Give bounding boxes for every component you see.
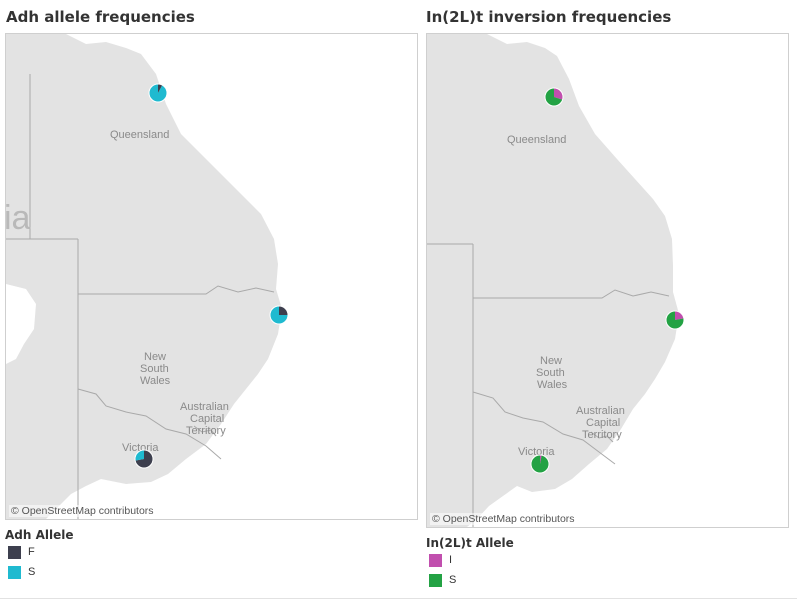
right-legend-title: In(2L)t Allele (426, 536, 514, 550)
state-border-qld-nsw (78, 285, 275, 295)
right-legend-label-s: S (449, 574, 457, 586)
left-map-title: Adh allele frequencies (6, 8, 195, 26)
left-map-attribution[interactable]: © OpenStreetMap contributors (9, 505, 156, 517)
australia-landmass (6, 34, 282, 519)
pie-outline (269, 305, 289, 325)
pie-slice-i[interactable] (675, 311, 684, 320)
pie-marker-victoria[interactable] (134, 449, 154, 469)
nsw-label-3: Wales (140, 375, 171, 387)
pie-slice-s[interactable] (134, 450, 144, 461)
left-legend-label-s: S (28, 566, 36, 578)
right-legend-swatch-s (429, 574, 442, 587)
pie-slice-i[interactable] (554, 88, 563, 100)
nsw-label-2: South (140, 363, 169, 375)
right-map-attribution[interactable]: © OpenStreetMap contributors (430, 513, 577, 525)
state-border-nsw-vic (77, 388, 222, 460)
pie-slice-s[interactable] (270, 306, 288, 324)
left-legend-swatch-s (8, 566, 21, 579)
pie-outline (530, 454, 550, 474)
adh-pie-markers (134, 83, 289, 469)
pie-slice-f[interactable] (135, 450, 153, 468)
victoria-label: Victoria (122, 442, 159, 454)
victoria-label: Victoria (518, 446, 555, 458)
pie-outline (544, 87, 564, 107)
bottom-divider (0, 598, 797, 599)
pie-slice-s[interactable] (531, 455, 550, 473)
state-border-qld-nsw (473, 289, 670, 299)
pie-slice-s[interactable] (149, 84, 168, 102)
state-border-nsw-vic (472, 391, 616, 465)
adh-map-canvas: ia Queensland New South Wales Australian… (6, 34, 289, 519)
pie-slice-f[interactable] (279, 306, 288, 315)
nsw-label-1: New (144, 351, 166, 363)
nsw-label-1: New (540, 355, 562, 367)
pie-slice-s[interactable] (545, 88, 563, 106)
left-legend-title: Adh Allele (5, 528, 74, 542)
nsw-label-3: Wales (537, 379, 568, 391)
pie-outline (134, 449, 154, 469)
pie-slice-s[interactable] (666, 311, 684, 329)
pie-marker-nsw-coast[interactable] (269, 305, 289, 325)
act-label-2: Capital (586, 417, 620, 429)
act-label-2: Capital (190, 413, 224, 425)
region-fragment-label: ia (6, 199, 31, 237)
state-border-act (590, 431, 614, 443)
pie-marker-victoria[interactable] (530, 454, 550, 474)
nsw-label-2: South (536, 367, 565, 379)
pie-marker-nsw-coast[interactable] (665, 310, 685, 330)
pie-outline (148, 83, 168, 103)
inversion-map[interactable]: Queensland New South Wales Australian Ca… (426, 33, 789, 528)
pie-marker-north-queensland[interactable] (544, 87, 564, 107)
left-legend-label-f: F (28, 546, 35, 558)
act-label-3: Territory (186, 425, 226, 437)
adh-map[interactable]: ia Queensland New South Wales Australian… (5, 33, 418, 520)
act-label-1: Australian (180, 401, 229, 413)
left-legend-swatch-f (8, 546, 21, 559)
inversion-map-canvas: Queensland New South Wales Australian Ca… (427, 34, 685, 527)
act-label-3: Territory (582, 429, 622, 441)
state-border-act (193, 425, 217, 437)
australia-landmass (427, 34, 679, 527)
pie-outline (665, 310, 685, 330)
right-legend-swatch-i (429, 554, 442, 567)
gulf-water (6, 284, 36, 364)
queensland-label: Queensland (507, 134, 566, 146)
pie-slice-i[interactable] (540, 455, 542, 464)
pie-marker-north-queensland[interactable] (148, 83, 168, 103)
act-label-1: Australian (576, 405, 625, 417)
right-map-title: In(2L)t inversion frequencies (426, 8, 672, 26)
queensland-label: Queensland (110, 129, 169, 141)
inversion-pie-markers (530, 87, 685, 474)
pie-slice-f[interactable] (158, 84, 163, 93)
right-legend-label-i: I (449, 554, 453, 566)
